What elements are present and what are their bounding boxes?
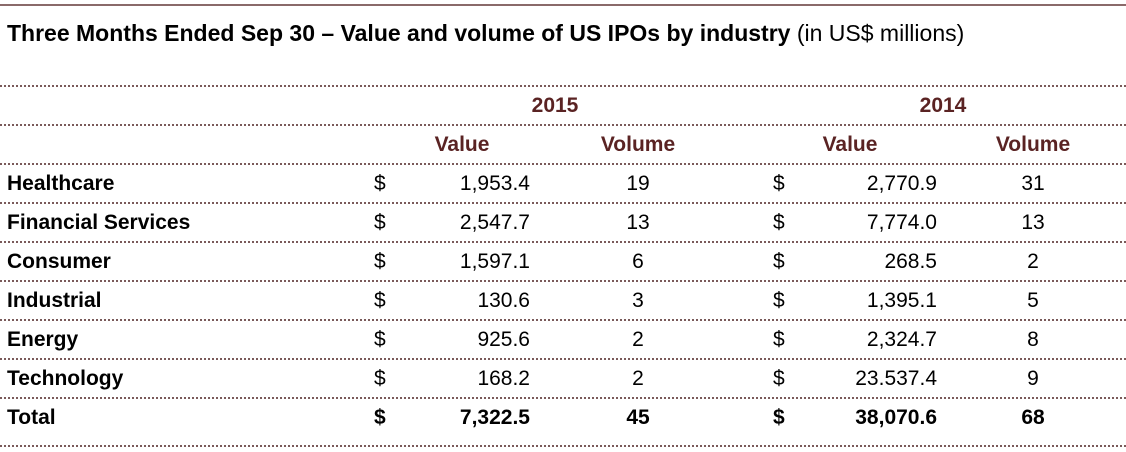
- table-row: Financial Services $2,547.7 13 $7,774.0 13: [0, 202, 1126, 243]
- currency-symbol: $: [773, 406, 785, 429]
- table-row: Technology $168.2 2 $23.537.4 9: [0, 358, 1126, 399]
- value-2015: 168.2: [477, 367, 530, 390]
- volume-2015: 3: [632, 289, 644, 312]
- top-rule: [0, 4, 1126, 6]
- industry-label: Healthcare: [7, 172, 115, 195]
- total-row: Total $7,322.5 45 $38,070.6 68: [0, 397, 1126, 438]
- table-row: Energy $925.6 2 $2,324.7 8: [0, 319, 1126, 360]
- col-value-2014: Value: [822, 133, 878, 156]
- volume-2014: 8: [1027, 328, 1039, 351]
- volume-2014: 13: [1021, 211, 1045, 234]
- value-2014: 7,774.0: [866, 211, 937, 234]
- industry-label: Total: [7, 406, 56, 429]
- year-2014: 2014: [919, 94, 967, 117]
- industry-label: Industrial: [7, 289, 102, 312]
- col-volume-2015: Volume: [600, 133, 676, 156]
- currency-symbol: $: [374, 289, 386, 312]
- currency-symbol: $: [773, 250, 785, 273]
- year-2015: 2015: [531, 94, 579, 117]
- volume-2014: 5: [1027, 289, 1039, 312]
- value-2014: 268.5: [884, 250, 937, 273]
- table-row: Consumer $1,597.1 6 $268.5 2: [0, 241, 1126, 282]
- currency-symbol: $: [773, 328, 785, 351]
- volume-2015: 2: [632, 328, 644, 351]
- title-bold: Three Months Ended Sep 30 – Value and vo…: [7, 20, 791, 46]
- value-2014: 2,770.9: [866, 172, 937, 195]
- currency-symbol: $: [374, 367, 386, 390]
- industry-label: Financial Services: [7, 211, 191, 234]
- value-2014: 1,395.1: [866, 289, 937, 312]
- currency-symbol: $: [374, 250, 386, 273]
- industry-label: Consumer: [7, 250, 111, 273]
- table-row: Healthcare $1,953.4 19 $2,770.9 31: [0, 163, 1126, 204]
- volume-2015: 6: [632, 250, 644, 273]
- currency-symbol: $: [374, 328, 386, 351]
- value-2015: 7,322.5: [459, 406, 530, 429]
- volume-2014: 68: [1021, 406, 1045, 429]
- bottom-rule: [0, 445, 1126, 447]
- table-row: Industrial $130.6 3 $1,395.1 5: [0, 280, 1126, 321]
- currency-symbol: $: [773, 172, 785, 195]
- industry-label: Energy: [7, 328, 79, 351]
- volume-2014: 9: [1027, 367, 1039, 390]
- volume-2015: 13: [626, 211, 650, 234]
- volume-2015: 2: [632, 367, 644, 390]
- volume-2014: 2: [1027, 250, 1039, 273]
- title-units: (in US$ millions): [790, 20, 965, 46]
- currency-symbol: $: [773, 289, 785, 312]
- col-volume-2014: Volume: [995, 133, 1071, 156]
- value-2015: 1,953.4: [459, 172, 530, 195]
- industry-label: Technology: [7, 367, 124, 390]
- value-2014: 2,324.7: [866, 328, 937, 351]
- year-header-row: 2015 2014: [0, 85, 1126, 126]
- value-2015: 130.6: [477, 289, 530, 312]
- currency-symbol: $: [374, 172, 386, 195]
- currency-symbol: $: [374, 406, 386, 429]
- volume-2015: 45: [626, 406, 650, 429]
- col-value-2015: Value: [434, 133, 490, 156]
- volume-2014: 31: [1021, 172, 1045, 195]
- currency-symbol: $: [773, 211, 785, 234]
- column-header-row: Value Volume Value Volume: [0, 124, 1126, 165]
- value-2015: 925.6: [477, 328, 530, 351]
- value-2015: 2,547.7: [459, 211, 530, 234]
- currency-symbol: $: [773, 367, 785, 390]
- value-2015: 1,597.1: [459, 250, 530, 273]
- volume-2015: 19: [626, 172, 650, 195]
- value-2014: 23.537.4: [855, 367, 937, 390]
- table-title: Three Months Ended Sep 30 – Value and vo…: [7, 16, 1117, 50]
- value-2014: 38,070.6: [855, 406, 937, 429]
- currency-symbol: $: [374, 211, 386, 234]
